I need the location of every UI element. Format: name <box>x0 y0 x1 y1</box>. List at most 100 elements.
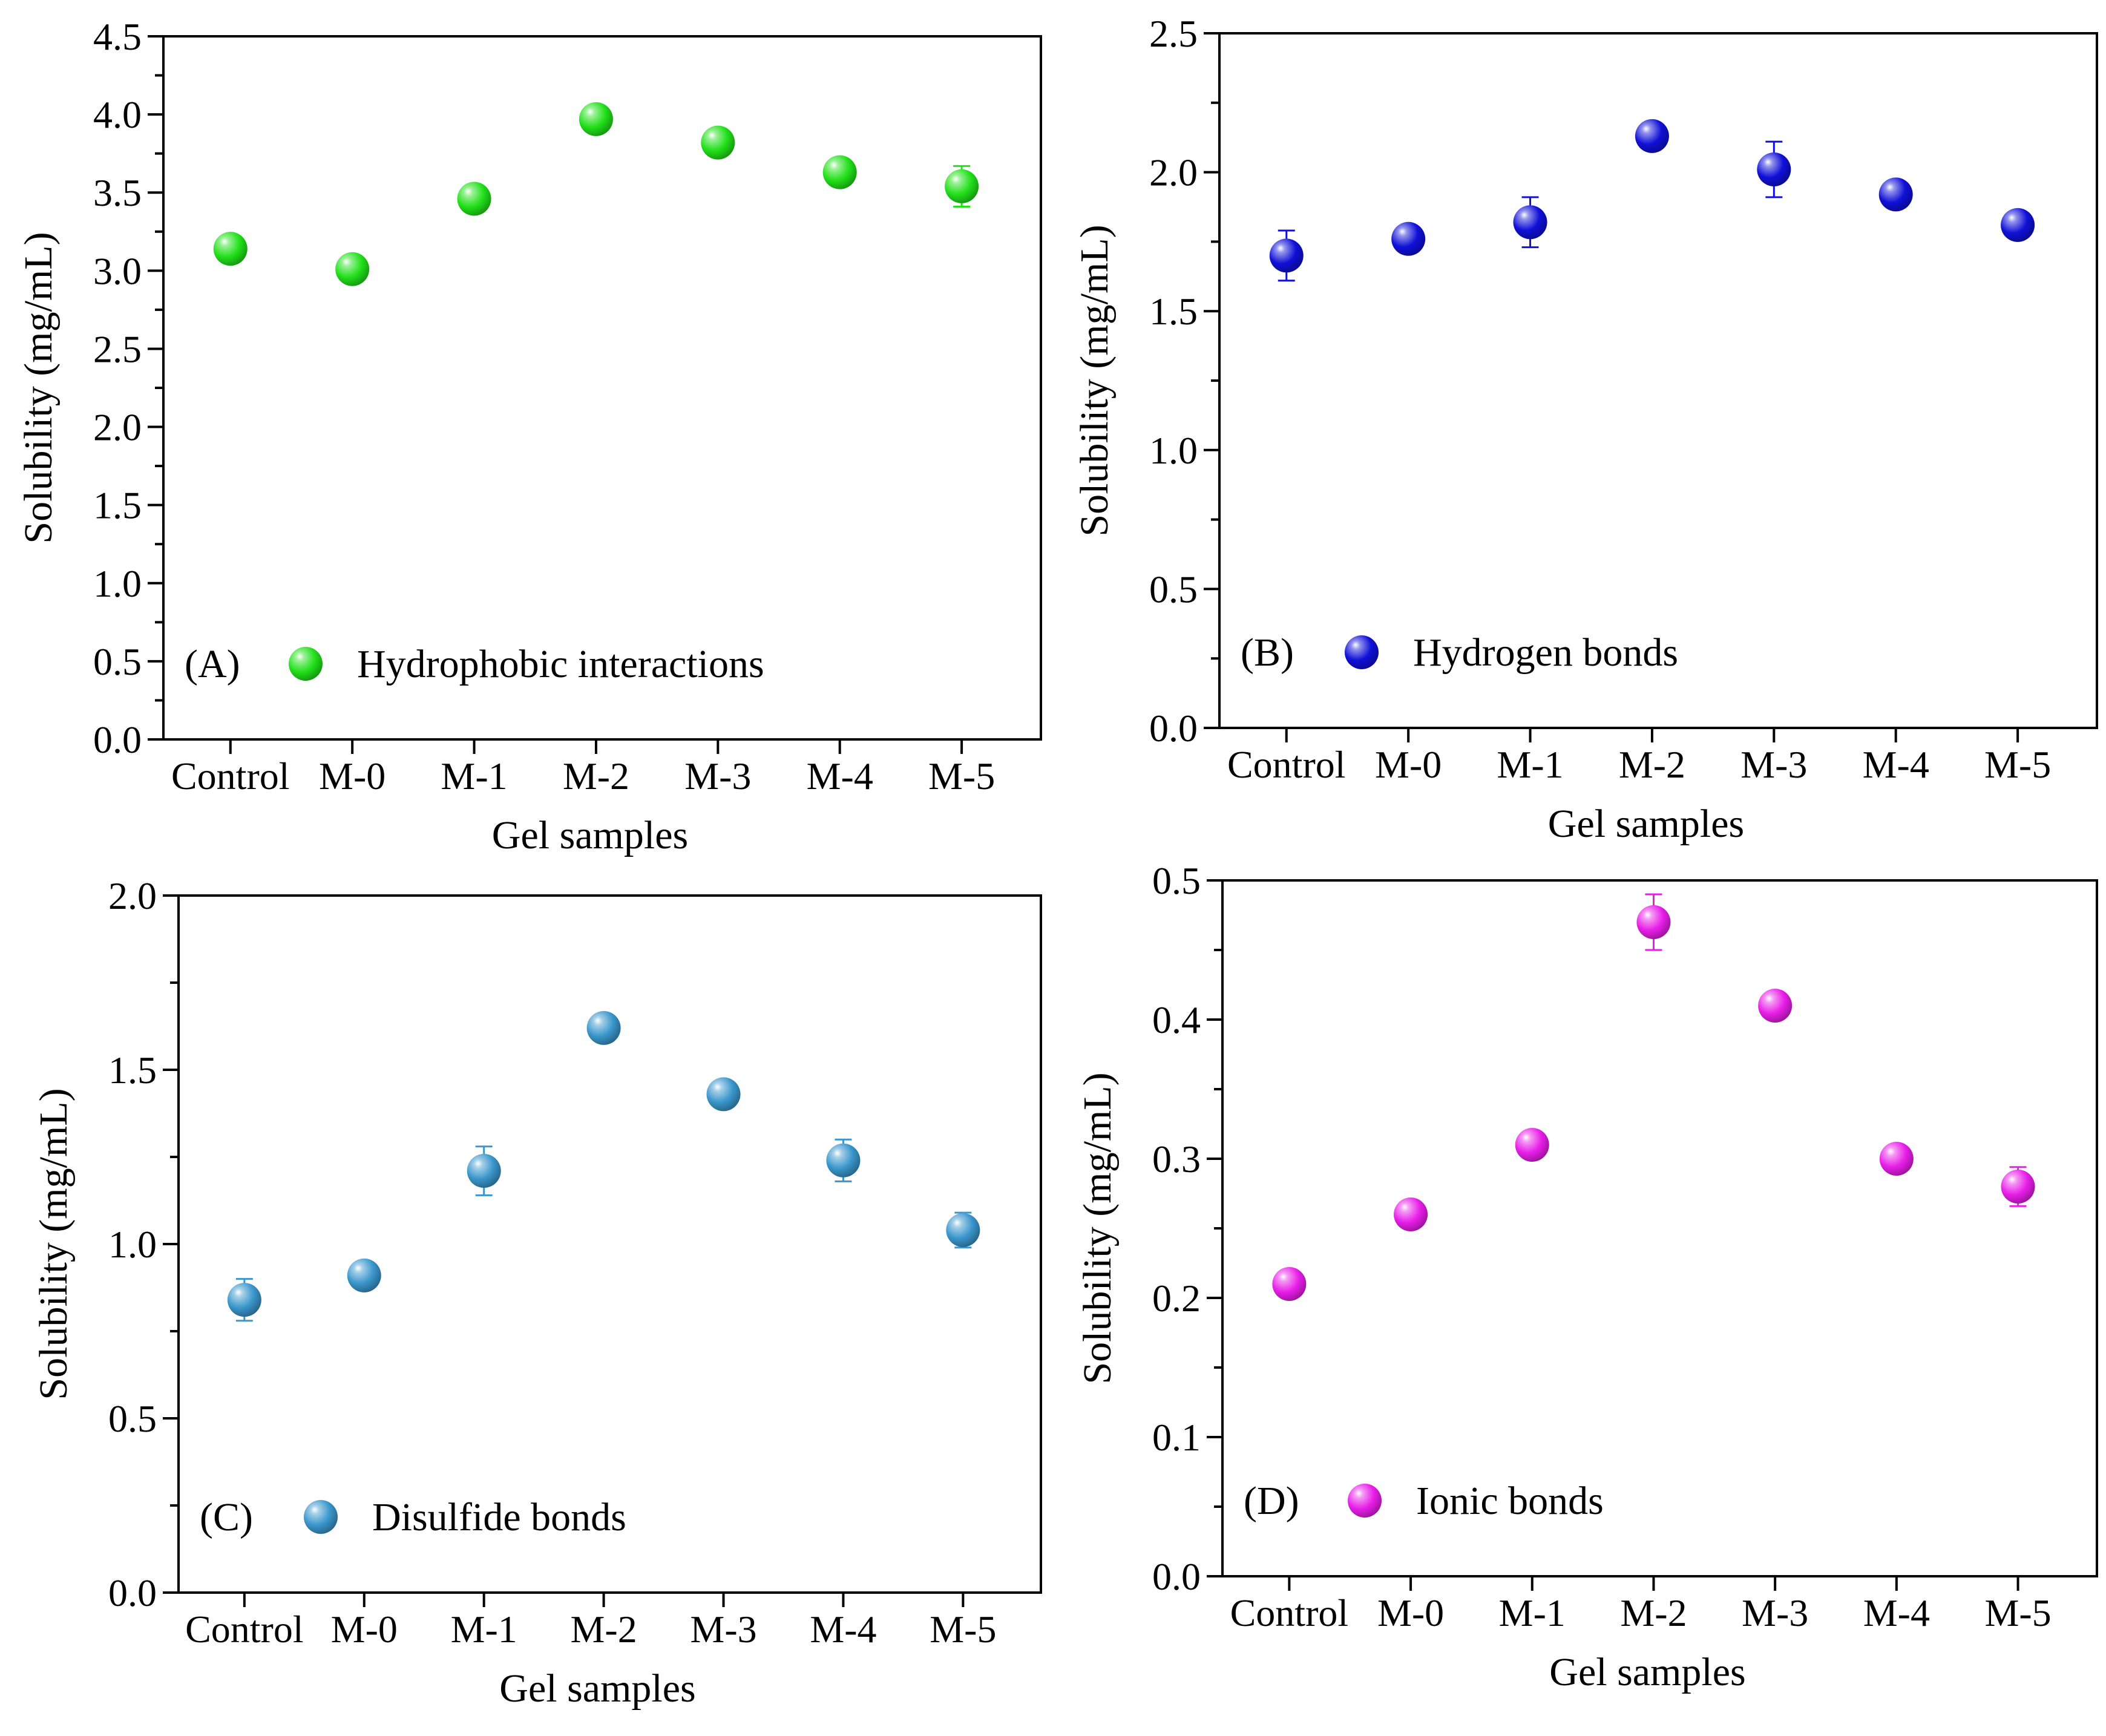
y-tick-label: 0.0 <box>1152 1555 1201 1598</box>
x-tick-label: M-5 <box>930 1608 996 1651</box>
y-axis-title: Solubility (mg/mL) <box>1075 1072 1120 1384</box>
y-tick-label: 1.0 <box>1149 429 1198 472</box>
data-point <box>1391 221 1426 256</box>
x-tick-label: M-0 <box>1377 1591 1444 1634</box>
chart-panel-b: 0.0 0.5 1.0 1.5 2.0 2.5 Control M-0 M-1 M-2 M-3 M-4… <box>1072 12 2098 846</box>
y-tick-label: 0.0 <box>1149 707 1198 750</box>
data-point <box>946 1213 980 1247</box>
x-tick-label: M-3 <box>684 755 751 798</box>
x-tick-label: M-0 <box>331 1608 398 1651</box>
x-tick-label: M-3 <box>1740 743 1807 786</box>
y-tick-label: 2.0 <box>1149 151 1198 194</box>
x-tick-label: M-1 <box>1497 743 1563 786</box>
y-tick-label: 1.0 <box>93 562 142 605</box>
y-tick-label: 4.5 <box>93 15 142 58</box>
x-tick-label: M-0 <box>319 755 385 798</box>
x-tick-label: M-4 <box>1863 743 1929 786</box>
y-tick-label: 0.5 <box>1149 568 1198 611</box>
x-tick-label: M-5 <box>928 755 995 798</box>
data-point <box>1269 238 1304 273</box>
data-point <box>213 232 248 266</box>
data-point <box>822 155 857 189</box>
data-point <box>701 125 735 160</box>
y-axis-title: Solubility (mg/mL) <box>1072 224 1117 536</box>
data-point <box>2001 1170 2035 1204</box>
data-point <box>1757 152 1791 187</box>
data-point <box>706 1077 741 1112</box>
legend-label: Ionic bonds <box>1416 1479 1604 1523</box>
data-point <box>1878 177 1913 212</box>
x-axis-title: Gel samples <box>499 1666 695 1711</box>
x-tick-label: M-5 <box>1984 743 2051 786</box>
plot-frame <box>1221 879 2098 1577</box>
panel-label: (B) <box>1241 631 1294 675</box>
y-tick-label: 1.5 <box>93 484 142 527</box>
y-tick-label: 2.0 <box>108 874 157 917</box>
y-tick-label: 2.5 <box>93 327 142 370</box>
legend-marker <box>304 1500 338 1534</box>
data-point <box>586 1010 621 1045</box>
x-tick-label: M-2 <box>570 1608 637 1651</box>
legend-marker <box>1348 1484 1382 1518</box>
y-tick-label: 0.2 <box>1152 1277 1201 1320</box>
legend-marker <box>289 647 323 681</box>
legend-label: Hydrogen bonds <box>1413 631 1678 675</box>
data-point <box>1879 1142 1914 1176</box>
y-tick-label: 0.5 <box>1152 859 1201 902</box>
x-tick-label: M-4 <box>807 755 873 798</box>
x-tick-label: M-5 <box>1984 1591 2051 1634</box>
data-point <box>1515 1128 1549 1162</box>
y-tick-label: 4.0 <box>93 93 142 136</box>
x-tick-label: Control <box>171 755 290 798</box>
legend-label: Disulfide bonds <box>372 1495 626 1539</box>
data-point <box>347 1258 381 1292</box>
legend-label: Hydrophobic interactions <box>357 642 764 686</box>
x-tick-label: M-1 <box>1499 1591 1566 1634</box>
y-tick-label: 3.0 <box>93 249 142 292</box>
data-point <box>2001 208 2035 242</box>
x-tick-label: M-2 <box>563 755 629 798</box>
data-point <box>1758 989 1793 1023</box>
x-tick-label: Control <box>1230 1591 1349 1634</box>
y-tick-label: 0.3 <box>1152 1138 1201 1181</box>
x-tick-label: M-4 <box>810 1608 876 1651</box>
legend-marker <box>1345 635 1379 669</box>
x-axis-title: Gel samples <box>492 813 688 857</box>
plot-frame <box>177 894 1042 1594</box>
y-tick-label: 0.1 <box>1152 1416 1201 1459</box>
y-axis-title: Solubility (mg/mL) <box>16 232 61 543</box>
y-tick-label: 2.0 <box>93 406 142 449</box>
plot-frame <box>162 35 1042 741</box>
data-point <box>335 252 370 286</box>
data-point <box>1635 119 1669 153</box>
x-tick-label: M-4 <box>1863 1591 1930 1634</box>
x-axis-title: Gel samples <box>1548 802 1744 846</box>
chart-panel-a: 0.0 0.5 1.0 1.5 2.0 2.5 3.0 3.5 4.0 4.5 Control M-0… <box>16 15 1042 857</box>
x-tick-label: M-3 <box>1742 1591 1808 1634</box>
data-point <box>227 1283 261 1317</box>
y-tick-label: 3.5 <box>93 171 142 214</box>
x-tick-label: M-1 <box>441 755 507 798</box>
x-axis-title: Gel samples <box>1549 1650 1745 1694</box>
chart-panel-c: 0.0 0.5 1.0 1.5 2.0 Control M-0 M-1 M-2 M-3 M-4 M-5… <box>31 874 1042 1711</box>
y-tick-label: 0.0 <box>108 1571 157 1614</box>
panel-label: (A) <box>185 642 240 686</box>
data-point <box>1636 905 1671 939</box>
x-tick-label: M-0 <box>1375 743 1442 786</box>
y-tick-label: 0.5 <box>108 1397 157 1440</box>
data-point <box>579 102 613 136</box>
data-point <box>945 169 979 203</box>
x-tick-label: M-2 <box>1620 1591 1687 1634</box>
x-tick-label: Control <box>185 1608 304 1651</box>
y-axis-title: Solubility (mg/mL) <box>31 1088 76 1400</box>
x-tick-label: Control <box>1227 743 1346 786</box>
x-tick-label: M-1 <box>451 1608 517 1651</box>
data-point <box>457 182 491 216</box>
x-tick-label: M-2 <box>1619 743 1685 786</box>
x-tick-label: M-3 <box>690 1608 756 1651</box>
y-tick-label: 0.0 <box>93 718 142 761</box>
y-tick-label: 0.4 <box>1152 998 1201 1041</box>
data-point <box>467 1154 501 1188</box>
data-point <box>826 1143 861 1178</box>
